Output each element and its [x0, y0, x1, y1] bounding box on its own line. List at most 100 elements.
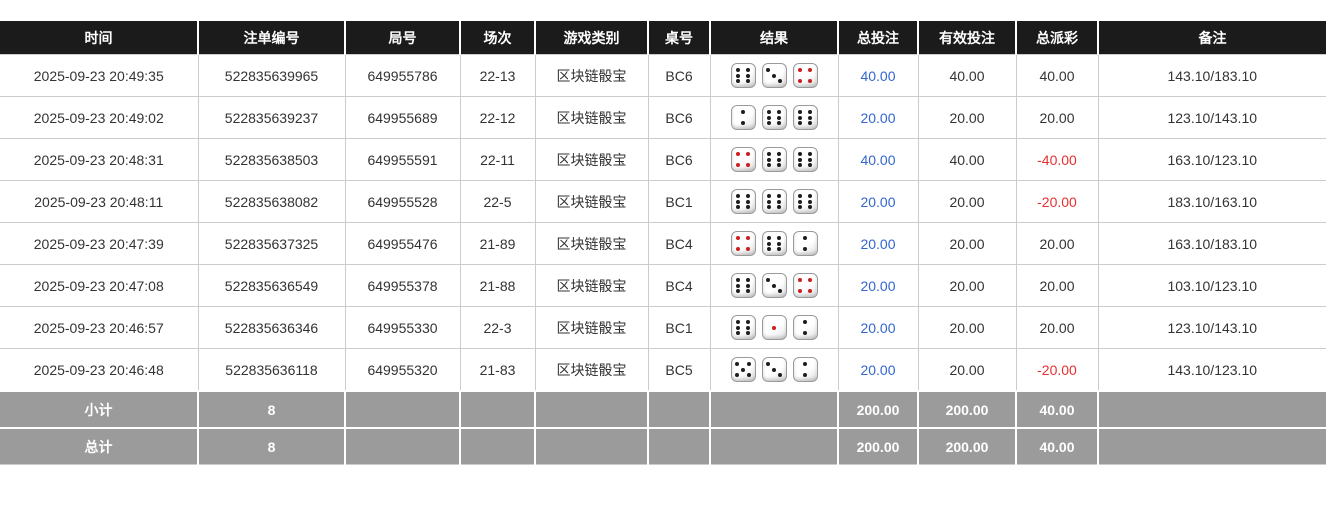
die-3-icon: [761, 273, 787, 298]
die-6-icon: [730, 315, 756, 340]
cell-total-bet-link[interactable]: 20.00: [837, 96, 919, 139]
cell-time: 2025-09-23 20:47:08: [0, 264, 199, 307]
cell-total-bet-link[interactable]: 40.00: [837, 54, 919, 97]
cell-round-id: 649955591: [344, 138, 461, 181]
subtotal-total-bet: 200.00: [837, 390, 919, 429]
table-row: 2025-09-23 20:49:02 522835639237 649955689…: [0, 96, 1326, 139]
subtotal-empty-cell: [1097, 390, 1326, 429]
col-header-result: 结果: [709, 21, 838, 55]
die-4-icon: [730, 147, 756, 172]
cell-payout: -20.00: [1015, 348, 1099, 392]
total-empty-cell: [459, 427, 536, 465]
total-payout: 40.00: [1015, 427, 1099, 465]
cell-result: [709, 180, 839, 223]
cell-time: 2025-09-23 20:49:02: [0, 96, 199, 139]
die-6-icon: [792, 147, 818, 172]
cell-table-no: BC4: [647, 222, 711, 265]
cell-round-id: 649955689: [344, 96, 461, 139]
cell-payout: 20.00: [1015, 222, 1099, 265]
header-row: 时间 注单编号 局号 场次 游戏类别 桌号 结果 总投注 有效投注 总派彩 备注: [0, 21, 1326, 55]
die-6-icon: [792, 189, 818, 214]
cell-result: [709, 306, 839, 349]
cell-session: 22-5: [459, 180, 536, 223]
cell-session: 22-3: [459, 306, 536, 349]
cell-bet-id: 522835638082: [197, 180, 346, 223]
cell-time: 2025-09-23 20:48:31: [0, 138, 199, 181]
table-header: 时间 注单编号 局号 场次 游戏类别 桌号 结果 总投注 有效投注 总派彩 备注: [0, 21, 1326, 55]
col-header-payout: 总派彩: [1015, 21, 1098, 55]
cell-valid-bet: 20.00: [917, 222, 1017, 265]
total-count: 8: [197, 427, 346, 465]
die-1-icon: [761, 315, 787, 340]
die-2-icon: [792, 231, 818, 256]
cell-remark: 143.10/183.10: [1097, 54, 1326, 97]
die-6-icon: [761, 189, 787, 214]
cell-valid-bet: 20.00: [917, 180, 1017, 223]
cell-payout: 20.00: [1015, 264, 1099, 307]
subtotal-valid-bet: 200.00: [917, 390, 1017, 429]
subtotal-row: 小计 8 200.00 200.00 40.00: [0, 390, 1326, 429]
cell-round-id: 649955528: [344, 180, 461, 223]
cell-game-type: 区块链骰宝: [534, 138, 649, 181]
cell-table-no: BC4: [647, 264, 711, 307]
cell-time: 2025-09-23 20:49:35: [0, 54, 199, 97]
cell-remark: 143.10/123.10: [1097, 348, 1326, 392]
cell-payout: 20.00: [1015, 306, 1099, 349]
cell-bet-id: 522835639237: [197, 96, 346, 139]
cell-game-type: 区块链骰宝: [534, 180, 649, 223]
cell-game-type: 区块链骰宝: [534, 222, 649, 265]
table-footer: 小计 8 200.00 200.00 40.00 总计 8 200.00 200…: [0, 390, 1326, 465]
cell-game-type: 区块链骰宝: [534, 54, 649, 97]
total-empty-cell: [344, 427, 461, 465]
die-2-icon: [792, 315, 818, 340]
col-header-game-type: 游戏类别: [534, 21, 648, 55]
cell-valid-bet: 20.00: [917, 96, 1017, 139]
cell-total-bet-link[interactable]: 20.00: [837, 180, 919, 223]
col-header-total-bet: 总投注: [837, 21, 918, 55]
cell-remark: 123.10/143.10: [1097, 96, 1326, 139]
cell-time: 2025-09-23 20:46:48: [0, 348, 199, 392]
cell-bet-id: 522835636118: [197, 348, 346, 392]
subtotal-empty-cell: [709, 390, 839, 429]
table-row: 2025-09-23 20:46:48 522835636118 649955320…: [0, 348, 1326, 392]
cell-time: 2025-09-23 20:47:39: [0, 222, 199, 265]
die-6-icon: [761, 231, 787, 256]
die-6-icon: [730, 273, 756, 298]
cell-game-type: 区块链骰宝: [534, 306, 649, 349]
cell-remark: 183.10/163.10: [1097, 180, 1326, 223]
cell-total-bet-link[interactable]: 20.00: [837, 306, 919, 349]
cell-total-bet-link[interactable]: 40.00: [837, 138, 919, 181]
col-header-valid-bet: 有效投注: [917, 21, 1016, 55]
cell-result: [709, 96, 839, 139]
cell-total-bet-link[interactable]: 20.00: [837, 264, 919, 307]
total-empty-cell: [647, 427, 711, 465]
total-row: 总计 8 200.00 200.00 40.00: [0, 427, 1326, 465]
cell-remark: 123.10/143.10: [1097, 306, 1326, 349]
table-row: 2025-09-23 20:48:11 522835638082 649955528…: [0, 180, 1326, 223]
cell-valid-bet: 20.00: [917, 306, 1017, 349]
cell-session: 22-13: [459, 54, 536, 97]
die-2-icon: [730, 105, 756, 130]
cell-table-no: BC1: [647, 306, 711, 349]
die-4-icon: [730, 231, 756, 256]
col-header-round-id: 局号: [344, 21, 460, 55]
col-header-bet-id: 注单编号: [197, 21, 345, 55]
total-empty-cell: [1097, 427, 1326, 465]
cell-valid-bet: 20.00: [917, 348, 1017, 392]
cell-result: [709, 138, 839, 181]
cell-payout: 40.00: [1015, 54, 1099, 97]
cell-total-bet-link[interactable]: 20.00: [837, 348, 919, 392]
cell-round-id: 649955476: [344, 222, 461, 265]
cell-valid-bet: 40.00: [917, 54, 1017, 97]
subtotal-empty-cell: [534, 390, 649, 429]
subtotal-empty-cell: [459, 390, 536, 429]
cell-table-no: BC1: [647, 180, 711, 223]
cell-session: 21-88: [459, 264, 536, 307]
subtotal-label: 小计: [0, 390, 199, 429]
die-6-icon: [730, 63, 756, 88]
die-5-icon: [730, 357, 756, 382]
table-row: 2025-09-23 20:47:08 522835636549 649955378…: [0, 264, 1326, 307]
cell-payout: -20.00: [1015, 180, 1099, 223]
cell-total-bet-link[interactable]: 20.00: [837, 222, 919, 265]
cell-remark: 163.10/183.10: [1097, 222, 1326, 265]
